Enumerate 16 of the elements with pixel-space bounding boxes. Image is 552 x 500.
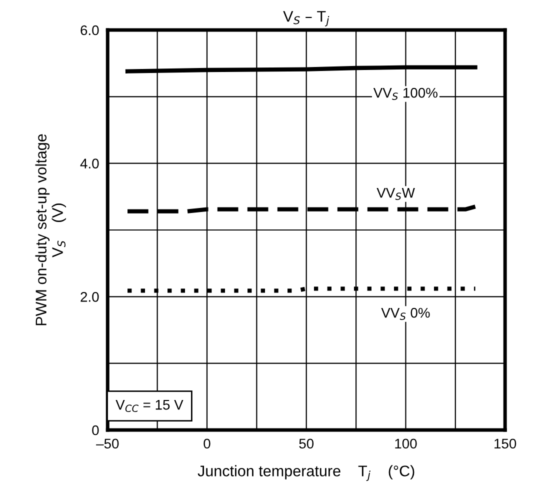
y-tick-label: 6.0 (80, 25, 99, 36)
annotation: VV$_{S}$ 100% (373, 88, 438, 100)
text: Junction temperature T$_{j}$ (°C) (198, 465, 414, 481)
x-tick-label: 50 (299, 438, 314, 449)
annotation: V$_{CC}$ = 15 V (116, 400, 184, 412)
y-tick-label: 2.0 (80, 292, 99, 302)
x-tick-label: –50 (96, 438, 119, 449)
x-tick-label: 0 (204, 438, 210, 449)
x-tick-label: 150 (494, 438, 516, 449)
x-tick-label: 100 (395, 438, 417, 449)
annotation: VV$_{S}$ 0% (381, 308, 430, 320)
y-tick-label: 0 (92, 425, 99, 436)
text: PWM on-duty set-up voltage V$_{S}$ (V) (35, 134, 66, 326)
chart-title: V$_{S}$ – T$_{j}$ (283, 11, 330, 26)
annotation: VV$_{S}$W (376, 188, 415, 200)
y-tick-label: 4.0 (80, 158, 99, 169)
